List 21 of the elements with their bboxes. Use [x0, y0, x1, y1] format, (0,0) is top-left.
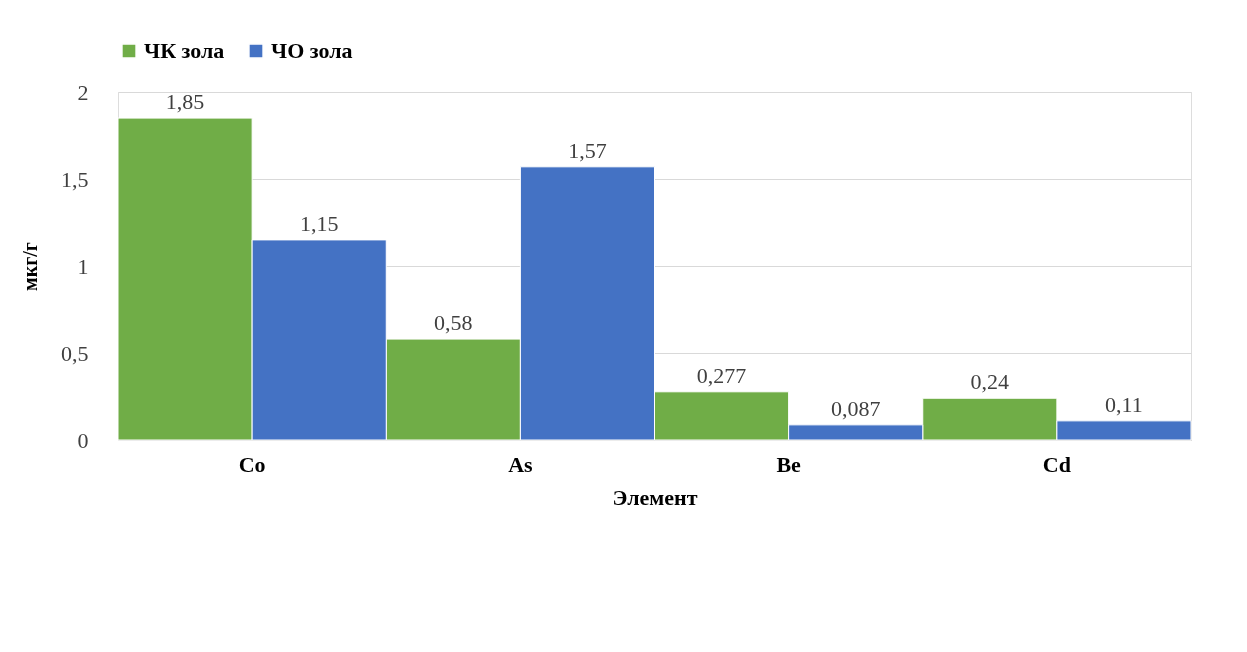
- y-tick-label: 0,5: [61, 340, 89, 366]
- data-label: 1,15: [299, 210, 339, 236]
- x-tick-label: Be: [776, 451, 802, 477]
- data-label: 1,85: [165, 89, 205, 115]
- x-tick-label: Cd: [1042, 451, 1071, 477]
- data-label: 0,11: [1105, 391, 1143, 417]
- data-label: 1,57: [568, 137, 607, 163]
- y-axis-title: мкг/г: [19, 242, 41, 291]
- data-label: 0,277: [696, 362, 747, 388]
- x-tick-label: Co: [238, 451, 266, 477]
- y-tick-label: 1: [77, 253, 89, 279]
- y-tick-label: 0: [77, 427, 89, 453]
- y-tick-label: 1,5: [61, 166, 89, 192]
- legend-label: ЧО зола: [271, 38, 353, 63]
- legend-label: ЧК зола: [144, 38, 225, 63]
- x-tick-label: As: [508, 451, 534, 477]
- data-label: 0,58: [434, 310, 473, 336]
- y-tick-label: 2: [77, 79, 89, 105]
- x-axis-title: Элемент: [612, 484, 698, 510]
- data-label: 0,24: [970, 369, 1010, 395]
- data-label: 0,087: [830, 395, 881, 421]
